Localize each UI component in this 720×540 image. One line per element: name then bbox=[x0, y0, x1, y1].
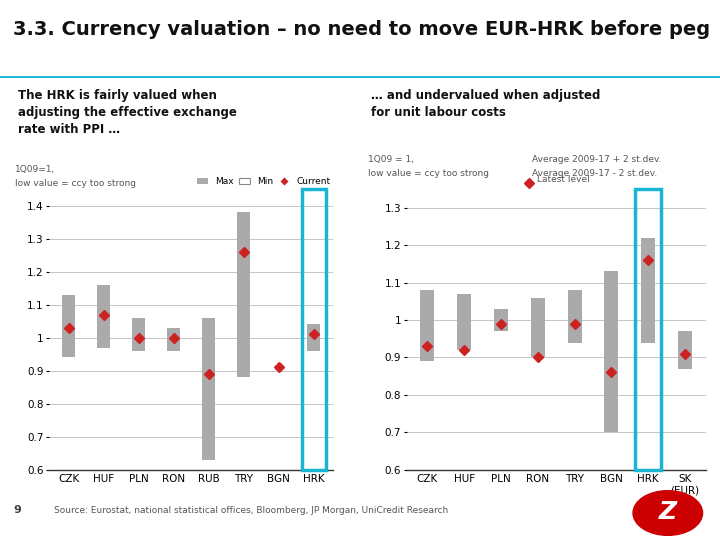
Text: Average 2009-17 - 2 st.dev.: Average 2009-17 - 2 st.dev. bbox=[532, 169, 657, 178]
Bar bbox=[202, 318, 215, 460]
Text: Z: Z bbox=[659, 500, 677, 524]
Bar bbox=[567, 290, 582, 342]
Legend: Max, Min, Current: Max, Min, Current bbox=[194, 174, 335, 190]
Bar bbox=[237, 212, 251, 377]
Text: 1Q09=1,: 1Q09=1, bbox=[15, 165, 55, 173]
Bar bbox=[62, 295, 75, 357]
Text: low value = ccy too strong: low value = ccy too strong bbox=[368, 169, 489, 178]
Bar bbox=[420, 290, 434, 361]
Text: … and undervalued when adjusted
for unit labour costs: … and undervalued when adjusted for unit… bbox=[371, 89, 600, 119]
Text: 1Q09 = 1,: 1Q09 = 1, bbox=[368, 155, 414, 164]
Bar bbox=[132, 318, 145, 351]
Text: The HRK is fairly valued when
adjusting the effective exchange
rate with PPI …: The HRK is fairly valued when adjusting … bbox=[18, 89, 237, 136]
Bar bbox=[531, 298, 545, 357]
Bar bbox=[635, 189, 661, 470]
Bar bbox=[307, 325, 320, 351]
Text: 9: 9 bbox=[13, 505, 21, 515]
Bar bbox=[604, 272, 618, 433]
Text: Latest level: Latest level bbox=[537, 175, 590, 184]
Bar bbox=[494, 309, 508, 331]
Bar bbox=[302, 189, 326, 470]
Bar bbox=[642, 238, 655, 342]
Circle shape bbox=[633, 491, 703, 535]
Text: Average 2009-17 + 2 st.dev.: Average 2009-17 + 2 st.dev. bbox=[532, 155, 662, 164]
Text: low value = ccy too strong: low value = ccy too strong bbox=[15, 179, 136, 187]
Text: Source: Eurostat, national statistical offices, Bloomberg, JP Morgan, UniCredit : Source: Eurostat, national statistical o… bbox=[54, 506, 449, 515]
Bar bbox=[97, 285, 110, 348]
Text: 3.3. Currency valuation – no need to move EUR-HRK before peg: 3.3. Currency valuation – no need to mov… bbox=[13, 20, 710, 39]
Bar bbox=[457, 294, 471, 350]
Bar bbox=[167, 328, 180, 351]
Bar bbox=[678, 331, 692, 369]
